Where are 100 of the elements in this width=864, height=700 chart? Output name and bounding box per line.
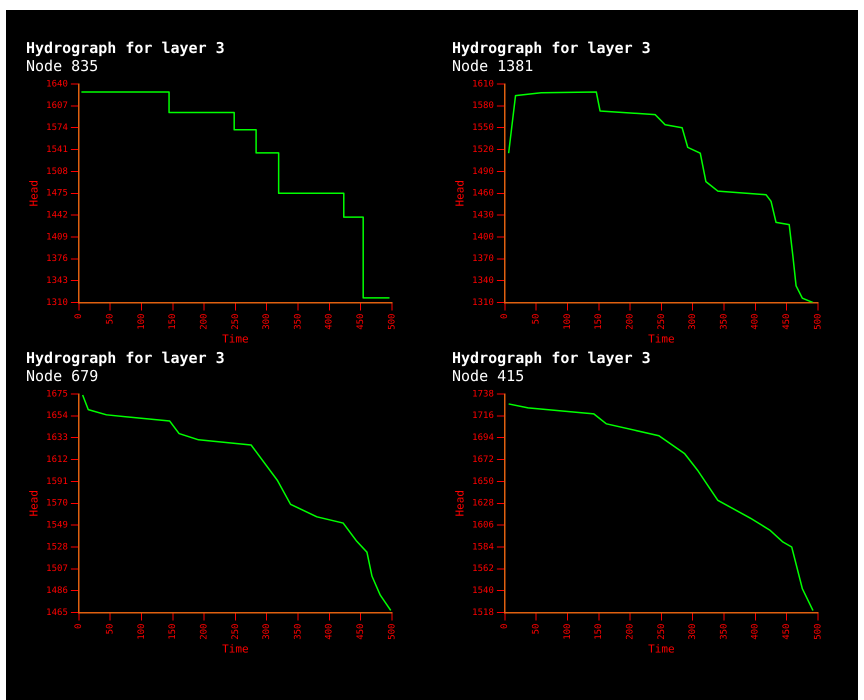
y-tick-label: 1633 — [46, 433, 68, 444]
chart-title: Hydrograph for layer 3 — [452, 38, 651, 57]
x-tick-label: 300 — [262, 624, 272, 640]
y-tick-label: 1628 — [472, 498, 494, 509]
y-axis-title: Head — [27, 490, 40, 517]
y-tick-label: 1550 — [472, 123, 494, 134]
y-tick-label: 1610 — [472, 79, 494, 90]
y-tick-label: 1343 — [46, 276, 68, 286]
x-tick-label: 450 — [782, 314, 792, 330]
x-tick-label: 200 — [199, 624, 210, 640]
x-tick-label: 400 — [324, 624, 335, 640]
y-axis-title: Head — [453, 490, 466, 517]
x-tick-label: 0 — [74, 624, 84, 629]
x-tick-label: 200 — [625, 314, 636, 330]
x-tick-label: 450 — [356, 314, 366, 330]
x-tick-label: 0 — [500, 314, 510, 319]
y-tick-label: 1490 — [472, 166, 494, 177]
y-tick-label: 1465 — [46, 608, 68, 618]
x-tick-label: 300 — [688, 314, 698, 330]
x-tick-label: 50 — [532, 624, 542, 634]
x-tick-label: 450 — [782, 624, 792, 640]
chart-title: Hydrograph for layer 3 — [452, 348, 651, 367]
y-tick-label: 1340 — [472, 276, 494, 286]
y-tick-label: 1370 — [472, 254, 494, 264]
x-tick-label: 150 — [168, 624, 178, 640]
y-tick-label: 1400 — [472, 232, 494, 242]
x-tick-label: 150 — [594, 314, 604, 330]
y-tick-label: 1430 — [472, 210, 494, 220]
x-tick-label: 250 — [230, 624, 241, 640]
x-tick-label: 500 — [813, 624, 824, 640]
y-tick-label: 1650 — [472, 476, 494, 487]
y-tick-label: 1675 — [46, 389, 68, 400]
y-axis-title: Head — [453, 180, 466, 207]
x-tick-label: 0 — [500, 624, 510, 629]
y-tick-label: 1376 — [46, 254, 68, 264]
y-tick-label: 1442 — [46, 210, 68, 220]
y-tick-label: 1612 — [46, 454, 68, 465]
y-tick-label: 1518 — [472, 608, 494, 618]
y-tick-label: 1584 — [472, 542, 494, 552]
y-axis-title: Head — [27, 180, 40, 207]
x-tick-label: 150 — [168, 314, 178, 330]
y-tick-label: 1738 — [472, 389, 494, 400]
chart-subtitle: Node 835 — [26, 56, 98, 75]
x-tick-label: 100 — [562, 624, 573, 640]
y-tick-label: 1310 — [472, 298, 494, 308]
x-tick-label: 300 — [688, 624, 698, 640]
y-tick-label: 1672 — [472, 454, 494, 465]
y-tick-label: 1654 — [46, 411, 68, 422]
x-tick-label: 50 — [106, 314, 116, 324]
x-tick-label: 50 — [106, 624, 116, 634]
x-tick-label: 400 — [750, 314, 761, 330]
y-tick-label: 1694 — [472, 433, 494, 444]
x-tick-label: 100 — [136, 314, 147, 330]
chart-subtitle: Node 1381 — [452, 56, 534, 75]
y-tick-label: 1607 — [46, 101, 68, 112]
y-tick-label: 1574 — [46, 123, 68, 134]
y-tick-label: 1528 — [46, 542, 68, 552]
y-tick-label: 1507 — [46, 564, 68, 574]
x-tick-label: 300 — [262, 314, 272, 330]
x-tick-label: 250 — [656, 314, 667, 330]
y-tick-label: 1540 — [472, 586, 494, 596]
x-axis-title: Time — [648, 332, 675, 346]
y-tick-label: 1570 — [46, 498, 68, 509]
x-tick-label: 500 — [387, 624, 398, 640]
x-tick-label: 100 — [136, 624, 147, 640]
x-tick-label: 250 — [656, 624, 667, 640]
x-tick-label: 350 — [719, 624, 730, 640]
x-tick-label: 150 — [594, 624, 604, 640]
x-tick-label: 500 — [387, 314, 398, 330]
chart-title: Hydrograph for layer 3 — [26, 38, 225, 57]
x-tick-label: 200 — [625, 624, 636, 640]
y-tick-label: 1640 — [46, 79, 68, 90]
x-tick-label: 400 — [324, 314, 335, 330]
x-axis-title: Time — [222, 332, 249, 346]
y-tick-label: 1508 — [46, 166, 68, 177]
chart-subtitle: Node 415 — [452, 366, 524, 385]
y-tick-label: 1475 — [46, 188, 68, 199]
x-tick-label: 50 — [532, 314, 542, 324]
y-tick-label: 1549 — [46, 520, 68, 530]
x-tick-label: 350 — [293, 624, 304, 640]
x-tick-label: 100 — [562, 314, 573, 330]
chart-subtitle: Node 679 — [26, 366, 98, 385]
x-tick-label: 500 — [813, 314, 824, 330]
y-tick-label: 1460 — [472, 188, 494, 199]
x-axis-title: Time — [222, 642, 249, 656]
y-tick-label: 1562 — [472, 564, 494, 574]
y-tick-label: 1606 — [472, 520, 494, 530]
x-tick-label: 0 — [74, 314, 84, 319]
y-tick-label: 1486 — [46, 586, 68, 596]
y-tick-label: 1541 — [46, 144, 68, 155]
y-tick-label: 1409 — [46, 232, 68, 242]
x-tick-label: 200 — [199, 314, 210, 330]
x-tick-label: 350 — [293, 314, 304, 330]
y-tick-label: 1580 — [472, 101, 494, 112]
x-tick-label: 400 — [750, 624, 761, 640]
y-tick-label: 1716 — [472, 411, 494, 422]
chart-title: Hydrograph for layer 3 — [26, 348, 225, 367]
x-tick-label: 250 — [230, 314, 241, 330]
y-tick-label: 1310 — [46, 298, 68, 308]
x-tick-label: 450 — [356, 624, 366, 640]
